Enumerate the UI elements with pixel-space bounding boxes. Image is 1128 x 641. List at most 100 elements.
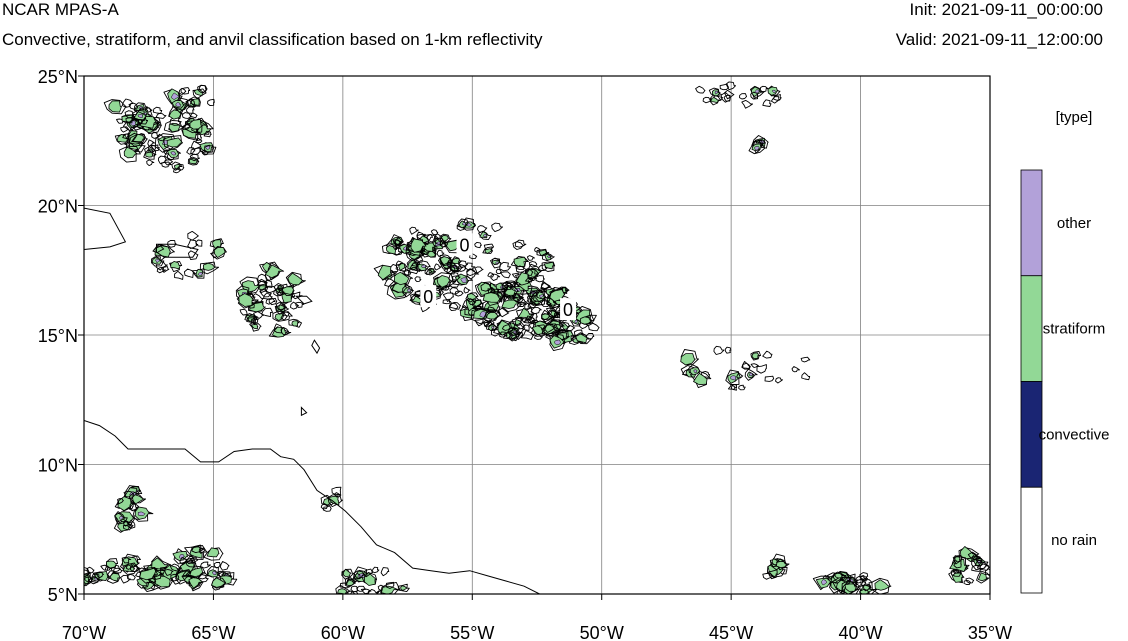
rain-contour (187, 239, 199, 249)
rain-contour (170, 573, 180, 582)
legend-label: stratiform (1043, 321, 1106, 338)
rain-contour (762, 572, 774, 580)
rain-contour (446, 265, 456, 275)
rain-cell (482, 292, 502, 303)
rain-cell-other (491, 326, 495, 329)
init-time: Init: 2021-09-11_00:00:00 (909, 0, 1103, 19)
rain-contour (862, 583, 872, 592)
rain-contour (178, 87, 187, 95)
rain-contour (474, 241, 482, 249)
rain-cell (834, 572, 844, 579)
rain-contour (478, 230, 492, 241)
rain-cell (978, 572, 989, 582)
rain-contour (367, 588, 380, 594)
rain-cell-other (730, 375, 737, 381)
rain-contour (854, 575, 867, 584)
rain-contour (952, 554, 963, 565)
tick-label-lon: 55°W (450, 623, 494, 641)
rain-cell (580, 316, 593, 325)
type-legend: [type] other stratiform convective no rain (1020, 109, 1110, 594)
gridlines (84, 76, 990, 594)
rain-contour (439, 240, 449, 248)
rain-contour (211, 246, 227, 260)
rain-contour (169, 563, 182, 572)
rain-contour (90, 577, 100, 583)
rain-contour (335, 584, 351, 594)
rain-cell (203, 262, 216, 271)
rain-contour (285, 271, 306, 288)
rain-contour (331, 486, 342, 496)
rain-contour (422, 234, 434, 242)
rain-contour (499, 261, 512, 272)
rain-contour (974, 559, 983, 567)
rain-contour (125, 563, 134, 570)
rain-contour (151, 555, 172, 572)
rain-cell (116, 134, 129, 143)
rain-cell (250, 323, 259, 330)
rain-contour (841, 579, 860, 594)
rain-cell (188, 577, 204, 589)
rain-contour (197, 84, 208, 93)
rain-cell (109, 573, 121, 582)
rain-cell (132, 133, 146, 143)
rain-cell-other (170, 92, 180, 100)
axis-ticks: 70°W 65°W 60°W 55°W 50°W 45°W 40°W 35°W 25°N 20°N… (38, 67, 1012, 641)
rain-contour (525, 268, 534, 276)
rain-contour (179, 556, 188, 565)
rain-contour (84, 576, 93, 585)
precipitation-contours (84, 81, 990, 594)
tick-label-lat: 5°N (48, 585, 78, 605)
rain-contour (951, 555, 970, 574)
rain-contour (801, 372, 811, 381)
rain-contour (770, 96, 781, 104)
rain-cell (514, 319, 522, 326)
rain-contour (264, 285, 277, 294)
rain-contour (449, 265, 461, 272)
tick-label-lat: 20°N (38, 197, 78, 217)
contour-label: 0 (423, 287, 433, 307)
plot-description: Convective, stratiform, and anvil classi… (2, 30, 543, 49)
rain-contour (534, 246, 541, 253)
rain-cell (123, 146, 138, 159)
tick-label-lon: 50°W (580, 623, 624, 641)
rain-contour (527, 317, 536, 324)
rain-contour (480, 282, 494, 292)
rain-contour (751, 135, 769, 149)
rain-cell (168, 109, 182, 120)
rain-contour (495, 268, 502, 275)
rain-contour (730, 384, 738, 391)
rain-contour (199, 561, 211, 569)
rain-contour (513, 321, 526, 330)
tick-label-lon: 35°W (968, 623, 1012, 641)
rain-contour (553, 324, 562, 330)
rain-contour (474, 318, 484, 327)
rain-contour (280, 311, 293, 321)
rain-contour (96, 571, 104, 579)
coastlines (84, 207, 540, 594)
legend-label: other (1057, 215, 1091, 232)
rain-contour (449, 302, 461, 310)
rain-cell (132, 494, 145, 505)
rain-contour (259, 288, 272, 298)
rain-contour (189, 153, 201, 162)
rain-contour (474, 266, 484, 274)
rain-contour (541, 261, 556, 272)
rain-contour (169, 260, 183, 273)
rain-cell (949, 558, 968, 572)
rain-contour (121, 556, 132, 564)
rain-cell (484, 248, 493, 254)
tick-label-lat: 15°N (38, 326, 78, 346)
rain-contour (762, 99, 772, 107)
rain-cell (680, 353, 696, 366)
contour-label-bg (560, 298, 577, 321)
legend-label: convective (1039, 426, 1110, 443)
rain-contour (129, 501, 139, 512)
rain-contour (433, 272, 457, 289)
rain-contour (187, 230, 199, 241)
rain-contour (975, 557, 983, 564)
rain-cell-other (170, 151, 177, 156)
rain-contour (511, 317, 522, 327)
legend-swatch (1020, 486, 1043, 594)
rain-cell (154, 245, 171, 258)
rain-contour (578, 321, 589, 330)
